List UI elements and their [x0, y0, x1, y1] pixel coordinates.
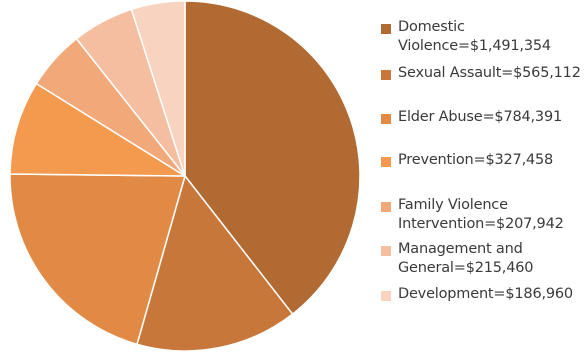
legend-label-family-violence-intervention: Family Violence Intervention=$207,942: [398, 197, 564, 232]
pie-slice-domestic-violence: [184, 0, 361, 315]
legend-label-management-and-general: Management and General=$215,460: [398, 241, 534, 276]
legend-item-domestic-violence: Domestic Violence=$1,491,354: [381, 18, 551, 56]
legend-swatch-domestic-violence: [381, 24, 391, 34]
legend-swatch-sexual-assault: [381, 70, 391, 80]
legend-item-elder-abuse: Elder Abuse=$784,391: [381, 108, 562, 127]
pie-slice-development: [130, 0, 186, 177]
legend-swatch-family-violence-intervention: [381, 202, 391, 212]
legend-item-development: Development=$186,960: [381, 285, 573, 304]
legend-label-development: Development=$186,960: [398, 286, 573, 302]
legend-item-family-violence-intervention: Family Violence Intervention=$207,942: [381, 196, 564, 234]
legend-item-sexual-assault: Sexual Assault=$565,112: [381, 64, 581, 83]
legend-item-prevention: Prevention=$327,458: [381, 151, 553, 170]
legend-swatch-prevention: [381, 157, 391, 167]
pie-slice-sexual-assault: [136, 175, 294, 352]
legend-swatch-management-and-general: [381, 246, 391, 256]
pie-slice-prevention: [9, 82, 186, 177]
pie-chart: [9, 0, 361, 352]
legend-label-domestic-violence: Domestic Violence=$1,491,354: [398, 19, 551, 54]
legend-label-sexual-assault: Sexual Assault=$565,112: [398, 65, 581, 81]
pie-slice-elder-abuse: [9, 173, 186, 346]
legend-swatch-elder-abuse: [381, 114, 391, 124]
legend-label-prevention: Prevention=$327,458: [398, 152, 554, 168]
legend-label-elder-abuse: Elder Abuse=$784,391: [398, 109, 563, 125]
legend-swatch-development: [381, 291, 391, 301]
legend-item-management-and-general: Management and General=$215,460: [381, 240, 533, 278]
